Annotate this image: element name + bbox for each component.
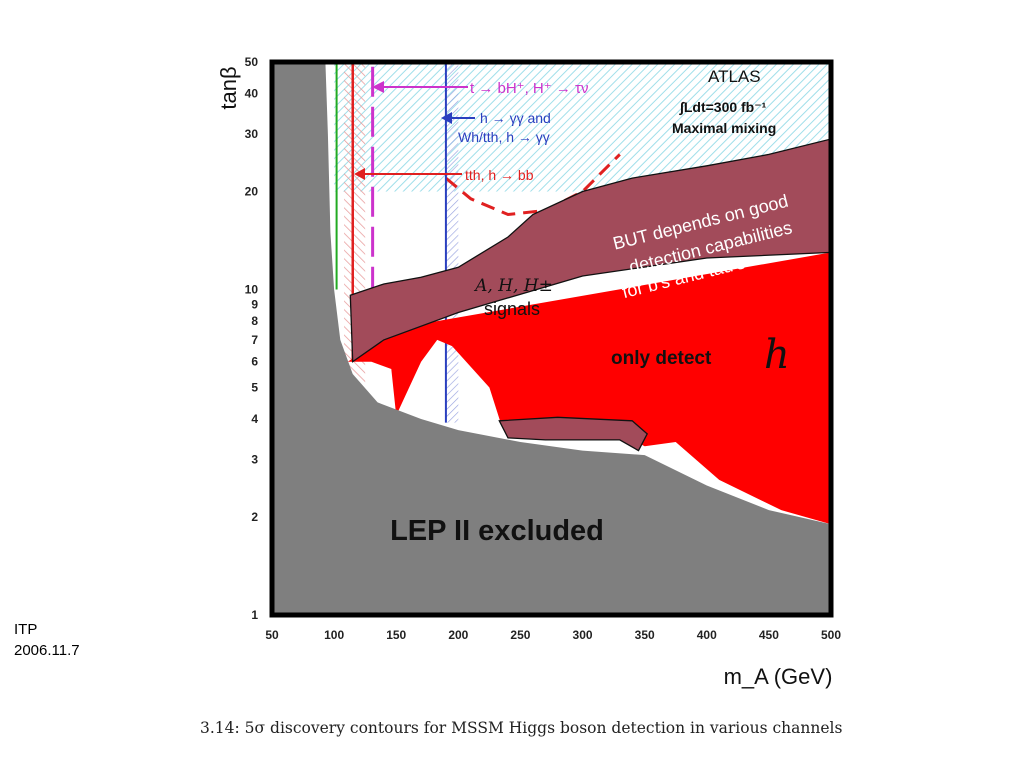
region-lep-excluded xyxy=(272,62,831,615)
channel-annotations: t → bH⁺, H⁺ → τν h → γγ and Wh/tth, h → … xyxy=(354,80,588,183)
x-tick-label: 200 xyxy=(448,628,468,642)
y-tick-label: 9 xyxy=(251,297,258,311)
y-axis-ticks: 1 2 3 4 5 6 7 8 910 20 30 40 50 xyxy=(245,55,259,622)
scenario-label: Maximal mixing xyxy=(672,120,776,136)
discovery-contour-plot: t → bH⁺, H⁺ → τν h → γγ and Wh/tth, h → … xyxy=(216,55,841,689)
x-tick-label: 150 xyxy=(386,628,406,642)
y-tick-label: 20 xyxy=(245,185,259,199)
channel-label-gamma-gamma: h → γγ and xyxy=(480,110,551,126)
x-axis-title: m_A (GeV) xyxy=(724,664,833,689)
plot-area xyxy=(272,62,831,615)
y-tick-label: 30 xyxy=(245,127,259,141)
y-tick-label: 1 xyxy=(251,608,258,622)
x-axis-ticks: 50 100 150 200 250 300 350 400 450 500 xyxy=(265,628,841,642)
y-tick-label: 4 xyxy=(251,412,258,426)
figure-caption: 3.14: 5σ discovery contours for MSSM Hig… xyxy=(200,719,843,737)
y-tick-label: 2 xyxy=(251,510,258,524)
footer-org: ITP xyxy=(14,621,38,638)
y-tick-label: 50 xyxy=(245,55,259,69)
red-arrowhead xyxy=(354,168,365,180)
atlas-label: ATLAS xyxy=(708,67,761,86)
x-tick-label: 250 xyxy=(510,628,530,642)
plot-frame xyxy=(269,59,834,618)
x-tick-label: 350 xyxy=(635,628,655,642)
magenta-arrowhead xyxy=(372,81,384,93)
region-heavy-higgs-signals xyxy=(349,138,831,363)
y-tick-label: 10 xyxy=(245,283,259,297)
channel-label-charged-higgs: t → bH⁺, H⁺ → τν xyxy=(470,80,588,97)
region-only-detect-h xyxy=(347,252,831,525)
x-tick-label: 50 xyxy=(265,628,279,642)
x-tick-label: 300 xyxy=(573,628,593,642)
annotation-lep-excluded: LEP II excluded xyxy=(390,515,604,547)
x-tick-label: 500 xyxy=(821,628,841,642)
y-tick-label: 40 xyxy=(245,87,259,101)
luminosity-label: ∫Ldt=300 fb⁻¹ xyxy=(679,99,767,116)
y-tick-label: 8 xyxy=(251,314,258,328)
annotation-heavy-higgs: A, H, H± xyxy=(473,276,553,296)
footer-date: 2006.11.7 xyxy=(14,642,80,659)
atlas-header: ATLAS ∫Ldt=300 fb⁻¹ Maximal mixing xyxy=(672,67,776,136)
y-tick-label: 3 xyxy=(251,453,258,467)
x-tick-label: 100 xyxy=(324,628,344,642)
blue-arrowhead xyxy=(441,112,452,124)
annotation-signals: signals xyxy=(484,299,540,319)
x-tick-label: 450 xyxy=(759,628,779,642)
annotation-only-detect: only detect xyxy=(611,348,712,369)
channel-label-tth-bb: tth, h → bb xyxy=(465,167,534,183)
y-tick-label: 5 xyxy=(251,380,258,394)
annotation-h-symbol: h xyxy=(764,332,790,378)
x-tick-label: 400 xyxy=(697,628,717,642)
red-dashed-contour xyxy=(444,153,621,217)
y-tick-label: 7 xyxy=(251,333,258,347)
y-axis-title: tanβ xyxy=(216,66,241,109)
y-tick-label: 6 xyxy=(251,355,258,369)
region-heavy-higgs-low-band xyxy=(498,416,649,452)
channel-label-gamma-gamma-2: Wh/tth, h → γγ xyxy=(458,129,550,145)
